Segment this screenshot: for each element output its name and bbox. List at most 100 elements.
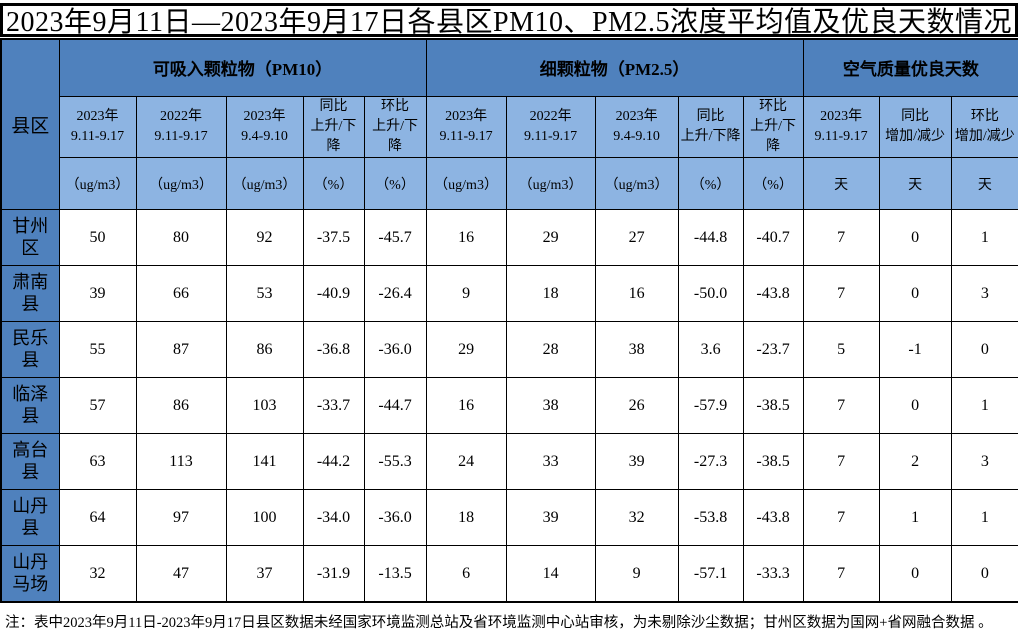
column-unit-2-0: 天	[802, 157, 880, 211]
data-cell: -34.0	[302, 489, 365, 547]
data-cell: 7	[802, 265, 880, 323]
data-cell: -44.8	[677, 209, 744, 267]
data-cell: 29	[505, 209, 596, 267]
data-cell: 16	[594, 265, 679, 323]
data-cell: 39	[594, 433, 679, 491]
data-cell: -57.9	[677, 377, 744, 435]
page-title: 2023年9月11日—2023年9月17日各县区PM10、PM2.5浓度平均值及…	[6, 7, 1012, 38]
data-cell: 141	[225, 433, 304, 491]
column-header-0-2: 2023年 9.4-9.10	[225, 95, 304, 159]
table-row: 高台县 63 113 141 -44.2 -55.3 24 33 39 -27.3 -38.5 7 2 3	[0, 433, 1018, 491]
data-cell: 16	[425, 377, 507, 435]
data-cell: -43.8	[742, 265, 804, 323]
data-cell: 5	[802, 321, 880, 379]
data-cell: 103	[225, 377, 304, 435]
pollution-data-table: 县区 可吸入颗粒物（PM10） 细颗粒物（PM2.5） 空气质量优良天数 202…	[0, 38, 1018, 603]
data-cell: 38	[505, 377, 596, 435]
group-header-pm10: 可吸入颗粒物（PM10）	[58, 38, 427, 97]
data-cell: 0	[878, 265, 952, 323]
data-cell: -38.5	[742, 433, 804, 491]
data-cell: 86	[135, 377, 227, 435]
data-cell: -26.4	[363, 265, 427, 323]
data-cell: 47	[135, 545, 227, 603]
column-unit-2-1: 天	[878, 157, 952, 211]
data-cell: 66	[135, 265, 227, 323]
data-cell: -50.0	[677, 265, 744, 323]
data-cell: 3.6	[677, 321, 744, 379]
column-header-0-4: 环比 上升/下降	[363, 95, 427, 159]
data-cell: 3	[950, 265, 1018, 323]
column-header-1-1: 2022年 9.11-9.17	[505, 95, 596, 159]
data-cell: -27.3	[677, 433, 744, 491]
data-cell: -23.7	[742, 321, 804, 379]
column-unit-1-4: （%）	[742, 157, 804, 211]
data-cell: 7	[802, 489, 880, 547]
data-cell: 32	[594, 489, 679, 547]
data-cell: 80	[135, 209, 227, 267]
column-unit-0-4: （%）	[363, 157, 427, 211]
column-header-1-4: 环比 上升/下降	[742, 95, 804, 159]
column-header-0-3: 同比 上升/下降	[302, 95, 365, 159]
data-cell: 113	[135, 433, 227, 491]
data-cell: -36.8	[302, 321, 365, 379]
column-header-0-0: 2023年 9.11-9.17	[58, 95, 137, 159]
data-cell: 0	[950, 321, 1018, 379]
data-cell: -57.1	[677, 545, 744, 603]
column-header-2-0: 2023年 9.11-9.17	[802, 95, 880, 159]
data-cell: 1	[950, 489, 1018, 547]
table-body: 甘州区 50 80 92 -37.5 -45.7 16 29 27 -44.8 -40.7 7 0 1 肃南…	[0, 209, 1018, 603]
data-cell: 32	[58, 545, 137, 603]
data-cell: -43.8	[742, 489, 804, 547]
county-name: 临泽县	[0, 377, 60, 435]
data-cell: -33.7	[302, 377, 365, 435]
data-cell: 37	[225, 545, 304, 603]
data-cell: 9	[425, 265, 507, 323]
data-cell: 33	[505, 433, 596, 491]
column-header-2-2: 环比 增加/减少	[950, 95, 1018, 159]
table-row: 肃南县 39 66 53 -40.9 -26.4 9 18 16 -50.0 -43.8 7 0 3	[0, 265, 1018, 323]
column-unit-1-1: （ug/m3）	[505, 157, 596, 211]
column-unit-0-2: （ug/m3）	[225, 157, 304, 211]
subheader-row: 2023年 9.11-9.17 2022年 9.11-9.17 2023年 9.4-…	[1, 95, 1018, 159]
data-cell: -38.5	[742, 377, 804, 435]
data-cell: 1	[950, 377, 1018, 435]
data-cell: -40.7	[742, 209, 804, 267]
data-cell: 55	[58, 321, 137, 379]
data-cell: 16	[425, 209, 507, 267]
data-cell: 39	[58, 265, 137, 323]
column-unit-0-3: （%）	[302, 157, 365, 211]
data-cell: 0	[950, 545, 1018, 603]
data-cell: 14	[505, 545, 596, 603]
data-cell: -53.8	[677, 489, 744, 547]
data-cell: 18	[505, 265, 596, 323]
county-column-header: 县区	[0, 38, 60, 211]
county-name: 甘州区	[0, 209, 60, 267]
column-unit-1-3: （%）	[677, 157, 744, 211]
county-name: 高台县	[0, 433, 60, 491]
footnote: 注：表中2023年9月11日-2023年9月17日县区数据未经国家环境监测总站及…	[5, 614, 993, 631]
data-cell: 86	[225, 321, 304, 379]
data-cell: 100	[225, 489, 304, 547]
data-cell: 0	[878, 377, 952, 435]
table-row: 山丹县 64 97 100 -34.0 -36.0 18 39 32 -53.8 -43.8 7 1 1	[0, 489, 1018, 547]
data-cell: 63	[58, 433, 137, 491]
column-unit-2-2: 天	[950, 157, 1018, 211]
data-cell: -55.3	[363, 433, 427, 491]
data-cell: 92	[225, 209, 304, 267]
data-cell: 1	[950, 209, 1018, 267]
data-cell: 64	[58, 489, 137, 547]
data-cell: -37.5	[302, 209, 365, 267]
table-row: 甘州区 50 80 92 -37.5 -45.7 16 29 27 -44.8 -40.7 7 0 1	[0, 209, 1018, 267]
group-header-row: 县区 可吸入颗粒物（PM10） 细颗粒物（PM2.5） 空气质量优良天数	[0, 38, 1018, 211]
data-cell: -33.3	[742, 545, 804, 603]
group-header-pm25: 细颗粒物（PM2.5）	[425, 38, 804, 97]
data-cell: -31.9	[302, 545, 365, 603]
column-header-1-0: 2023年 9.11-9.17	[425, 95, 507, 159]
data-cell: 7	[802, 209, 880, 267]
data-cell: -36.0	[363, 321, 427, 379]
data-cell: -40.9	[302, 265, 365, 323]
data-cell: 9	[594, 545, 679, 603]
column-header-1-3: 同比 上升/下降	[677, 95, 744, 159]
data-cell: 39	[505, 489, 596, 547]
data-cell: 26	[594, 377, 679, 435]
